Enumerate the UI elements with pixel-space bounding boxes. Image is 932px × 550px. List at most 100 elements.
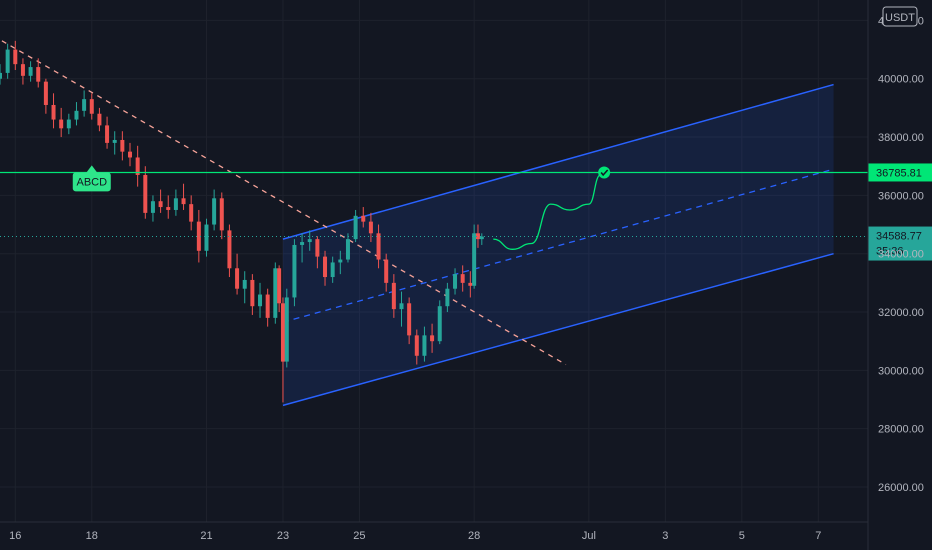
candle-body xyxy=(219,198,224,231)
candle-body xyxy=(323,256,328,278)
candle-body xyxy=(338,259,343,263)
y-tick-label: 38000.00 xyxy=(878,132,924,144)
candle-body xyxy=(280,303,285,362)
abcd-label-pointer xyxy=(85,165,98,174)
candle-body xyxy=(196,221,201,251)
y-tick-label: 32000.00 xyxy=(878,307,924,319)
candle-body xyxy=(345,239,350,260)
candle-body xyxy=(28,67,33,76)
candle-body xyxy=(43,81,48,105)
horizontal-level-value: 36785.81 xyxy=(876,167,922,179)
candle-body xyxy=(414,335,419,356)
candle-body xyxy=(479,236,484,240)
candle-body xyxy=(445,288,450,307)
candle-body xyxy=(472,233,477,286)
candle-body xyxy=(59,119,64,129)
candle-body xyxy=(307,239,312,243)
candle-body xyxy=(430,335,435,342)
candle-body xyxy=(315,239,320,257)
channel-upper-line[interactable] xyxy=(282,83,834,240)
candle-body xyxy=(330,262,335,278)
channel-lower-line[interactable] xyxy=(282,252,834,407)
y-tick-label: 40000.00 xyxy=(878,74,924,86)
abcd-label-text: ABCD xyxy=(76,176,107,188)
price-countdown: 35:36 xyxy=(876,246,904,258)
candle-body xyxy=(74,110,79,120)
x-tick-label: 28 xyxy=(468,530,480,542)
candle-body xyxy=(368,221,373,234)
y-tick-label: 36000.00 xyxy=(878,190,924,202)
projection-curve xyxy=(493,174,601,250)
x-tick-label: 23 xyxy=(277,530,289,542)
candle-body xyxy=(258,294,263,307)
check-icon xyxy=(600,169,609,177)
candle-body xyxy=(391,282,396,310)
candle-body xyxy=(235,268,240,289)
candle-body xyxy=(475,233,480,240)
candle-body xyxy=(0,72,2,79)
downtrend-line[interactable] xyxy=(1,40,567,366)
x-tick-label: 7 xyxy=(815,530,821,542)
candle-body xyxy=(242,279,247,289)
candle-body xyxy=(265,294,270,318)
y-tick-label: 34000.00 xyxy=(878,249,924,261)
candle-body xyxy=(173,198,178,210)
candle-body xyxy=(5,49,10,73)
candle-body xyxy=(204,224,209,251)
x-tick-label: 5 xyxy=(739,530,745,542)
candle-body xyxy=(227,230,232,269)
x-tick-label: 21 xyxy=(200,530,212,542)
candle-body xyxy=(212,198,217,225)
candle-body xyxy=(150,201,155,213)
x-tick-label: Jul xyxy=(582,530,596,542)
candle-body xyxy=(376,233,381,260)
candle-body xyxy=(453,274,458,289)
x-tick-label: 25 xyxy=(353,530,365,542)
price-levels: 34588.77 35:36 36785.81 ABCD xyxy=(0,163,932,261)
current-price-tag xyxy=(868,226,932,261)
current-price-value: 34588.77 xyxy=(876,231,922,243)
candle-body xyxy=(300,242,305,245)
horizontal-level-tag xyxy=(868,163,932,182)
candle-body xyxy=(51,104,56,120)
candle-body xyxy=(250,279,255,307)
candle-body xyxy=(399,303,404,310)
x-tick-label: 18 xyxy=(86,530,98,542)
target-marker xyxy=(598,166,611,179)
channel-fill xyxy=(282,84,834,406)
candle-body xyxy=(158,201,163,208)
abcd-label-box[interactable] xyxy=(72,172,111,192)
candle-body xyxy=(13,49,18,65)
candle-body xyxy=(135,157,140,175)
candle-body xyxy=(97,113,102,126)
projection xyxy=(493,166,611,250)
currency-label: USDT xyxy=(885,12,915,24)
candle-body xyxy=(460,274,465,283)
y-tick-label: 26000.00 xyxy=(878,482,924,494)
candle-body xyxy=(189,204,194,222)
x-tick-label: 16 xyxy=(9,530,21,542)
x-tick-label: 3 xyxy=(662,530,668,542)
candle-body xyxy=(128,151,133,158)
y-tick-label: 28000.00 xyxy=(878,424,924,436)
candle-body xyxy=(166,207,171,210)
candle-body xyxy=(277,268,282,304)
candle-body xyxy=(384,259,389,283)
downtrend-dashed-line[interactable] xyxy=(1,40,567,366)
channel-mid-line[interactable] xyxy=(282,168,834,323)
candle-body xyxy=(105,125,110,143)
candle-body xyxy=(407,303,412,336)
candle-body xyxy=(112,139,117,143)
candle-body xyxy=(422,335,427,356)
candle-body xyxy=(36,67,41,82)
y-tick-label: 30000.00 xyxy=(878,365,924,377)
candles xyxy=(0,40,484,403)
candle-body xyxy=(181,198,186,205)
parallel-channel[interactable] xyxy=(282,83,834,407)
candle-body xyxy=(89,99,94,114)
